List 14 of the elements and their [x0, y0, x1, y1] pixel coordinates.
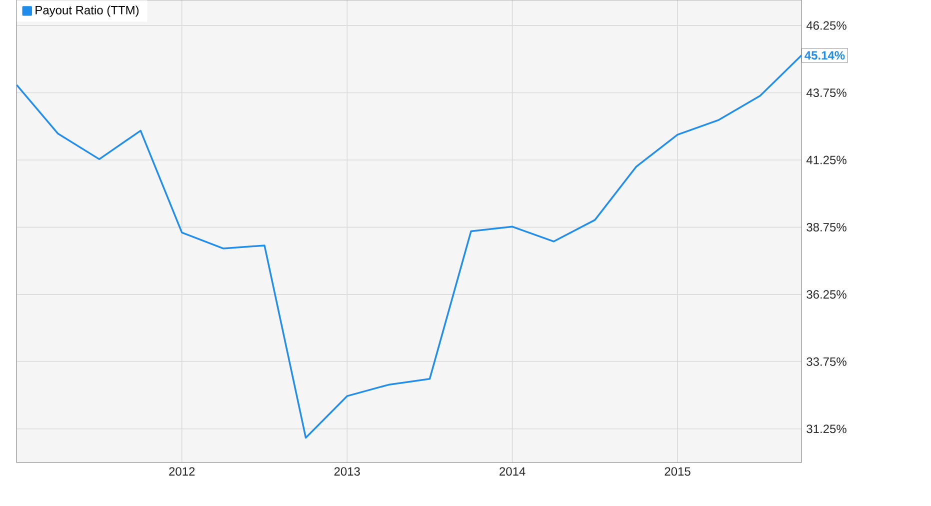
- x-tick-label: 2014: [500, 467, 526, 476]
- x-tick-label: 2013: [334, 467, 360, 476]
- legend-label: Payout Ratio (TTM): [36, 6, 139, 17]
- y-tick-label: 43.75%: [806, 88, 846, 98]
- y-tick-label: 36.25%: [806, 290, 846, 299]
- y-tick-label: 46.25%: [806, 21, 846, 30]
- data-label: 45.14%: [804, 51, 845, 60]
- y-tick-label: 41.25%: [806, 156, 846, 164]
- y-tick-label: 33.75%: [806, 358, 846, 366]
- y-tick-label: 31.25%: [806, 424, 846, 434]
- x-tick-label: 2015: [664, 467, 690, 476]
- x-tick-label: 2012: [169, 467, 195, 476]
- line-series: [16, 54, 802, 439]
- y-tick-label: 38.75%: [806, 223, 846, 232]
